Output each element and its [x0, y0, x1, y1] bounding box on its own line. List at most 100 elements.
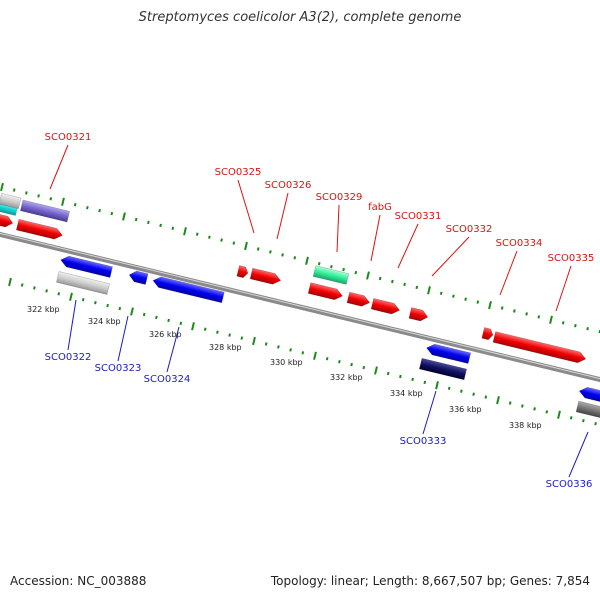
kbp-scale-labels: 322 kbp 324 kbp 326 kbp 328 kbp 330 kbp … [27, 305, 542, 430]
forward-minor-tick [269, 250, 272, 254]
gene-label-sco0331[interactable]: SCO0331 [395, 211, 442, 222]
reverse-gene-labels: SCO0322 SCO0323 SCO0324 SCO0333 SCO0336 [45, 352, 593, 490]
reverse-minor-tick [460, 389, 463, 393]
gene-upstream-silver[interactable] [0, 192, 22, 210]
reverse-minor-tick [118, 306, 122, 311]
reverse-minor-tick [472, 392, 475, 396]
kbp-label-322: 322 kbp [27, 305, 60, 314]
forward-minor-tick [49, 197, 53, 201]
forward-minor-tick [98, 208, 101, 213]
reverse-major-tick [557, 410, 561, 419]
leader-sco0336 [568, 431, 589, 478]
gene-label-sco0329[interactable]: SCO0329 [316, 192, 363, 203]
kbp-label-336: 336 kbp [449, 405, 482, 414]
kbp-label-334: 334 kbp [390, 389, 423, 398]
gene-sco0331[interactable] [370, 298, 401, 315]
gene-label-sco0326[interactable]: SCO0326 [265, 180, 312, 191]
reverse-major-tick [130, 307, 134, 316]
gene-sco0329-b[interactable] [307, 282, 344, 302]
reverse-minor-tick [264, 342, 268, 346]
reverse-minor-tick [582, 419, 585, 423]
reverse-minor-tick [33, 286, 36, 290]
reverse-minor-tick [289, 348, 292, 352]
forward-minor-tick [147, 220, 150, 225]
gene-sco0322[interactable] [59, 255, 113, 278]
reverse-major-tick [496, 395, 500, 405]
forward-minor-tick [439, 291, 443, 295]
reverse-major-tick [191, 322, 195, 331]
gene-sco0334-b[interactable] [492, 331, 587, 365]
leader-sco0332 [431, 236, 470, 277]
reverse-tick-ruler [8, 277, 597, 426]
gene-sco0336[interactable] [578, 386, 600, 403]
gene-sco0321-fragment[interactable] [0, 213, 14, 229]
kbp-label-326: 326 kbp [149, 330, 182, 339]
forward-minor-tick [342, 267, 345, 272]
kbp-label-328: 328 kbp [209, 343, 242, 352]
gene-sco0333[interactable] [425, 342, 472, 364]
gene-label-fabg[interactable]: fabG [368, 202, 392, 213]
forward-major-tick [244, 241, 248, 251]
forward-minor-tick [537, 315, 541, 319]
gene-label-sco0325[interactable]: SCO0325 [215, 167, 262, 178]
reverse-minor-tick [594, 422, 597, 426]
reverse-minor-tick [57, 292, 61, 296]
forward-minor-tick [232, 241, 236, 245]
forward-minor-tick [513, 309, 516, 313]
forward-major-tick [305, 256, 309, 265]
reverse-minor-tick [569, 416, 573, 420]
reverse-minor-tick [155, 315, 158, 320]
forward-minor-tick [134, 217, 138, 222]
gene-sco0325[interactable] [236, 265, 249, 279]
reverse-minor-tick [45, 289, 48, 293]
forward-major-tick [366, 271, 370, 280]
reverse-minor-tick [179, 321, 183, 325]
leader-sco0325 [237, 179, 255, 234]
gene-upstream-lilac[interactable] [20, 199, 70, 223]
gene-sco0323[interactable] [128, 270, 149, 285]
genome-backbone-highlight [0, 232, 600, 380]
gene-sco0321[interactable] [15, 218, 63, 241]
gene-sco0322-b[interactable] [56, 271, 110, 295]
leader-sco0324 [166, 326, 180, 373]
forward-minor-tick [452, 294, 455, 298]
reverse-minor-tick [521, 404, 524, 408]
gene-label-sco0333[interactable]: SCO0333 [400, 436, 447, 447]
reverse-major-tick [313, 351, 317, 360]
forward-minor-tick [171, 226, 175, 230]
gene-sco0332[interactable] [408, 307, 429, 323]
forward-minor-tick [37, 194, 40, 198]
reverse-major-tick [374, 366, 378, 375]
gene-label-sco0321[interactable]: SCO0321 [45, 132, 92, 143]
reverse-minor-tick [447, 386, 451, 390]
gene-label-sco0322[interactable]: SCO0322 [45, 352, 92, 363]
forward-minor-tick [220, 238, 223, 242]
gene-sco0334[interactable] [481, 327, 494, 341]
gene-label-sco0335[interactable]: SCO0335 [548, 253, 595, 264]
gene-sco0326[interactable] [249, 267, 282, 286]
forward-major-tick [122, 212, 126, 221]
forward-minor-tick [73, 203, 77, 207]
gene-sco0333-b[interactable] [418, 357, 468, 381]
gene-label-sco0324[interactable]: SCO0324 [144, 374, 191, 385]
forward-minor-tick [391, 279, 394, 284]
gene-label-sco0323[interactable]: SCO0323 [95, 363, 142, 374]
forward-minor-tick [415, 285, 419, 290]
leader-sco0326 [276, 192, 289, 240]
reverse-minor-tick [216, 330, 219, 334]
reverse-minor-tick [94, 301, 97, 305]
reverse-minor-tick [240, 336, 244, 340]
gene-label-sco0334[interactable]: SCO0334 [496, 238, 543, 249]
forward-major-tick [61, 197, 65, 206]
reverse-minor-tick [411, 377, 414, 382]
gene-label-sco0332[interactable]: SCO0332 [446, 224, 493, 235]
reverse-minor-tick [533, 407, 536, 411]
gene-label-sco0336[interactable]: SCO0336 [546, 479, 593, 490]
gene-sco0336-b[interactable] [575, 400, 600, 420]
forward-major-tick [488, 300, 492, 310]
gene-sco0324[interactable] [152, 275, 225, 304]
leader-sco0335 [555, 265, 572, 312]
gene-sco0329[interactable] [312, 265, 350, 285]
reverse-major-tick [69, 292, 73, 301]
gene-fabg[interactable] [346, 291, 371, 308]
